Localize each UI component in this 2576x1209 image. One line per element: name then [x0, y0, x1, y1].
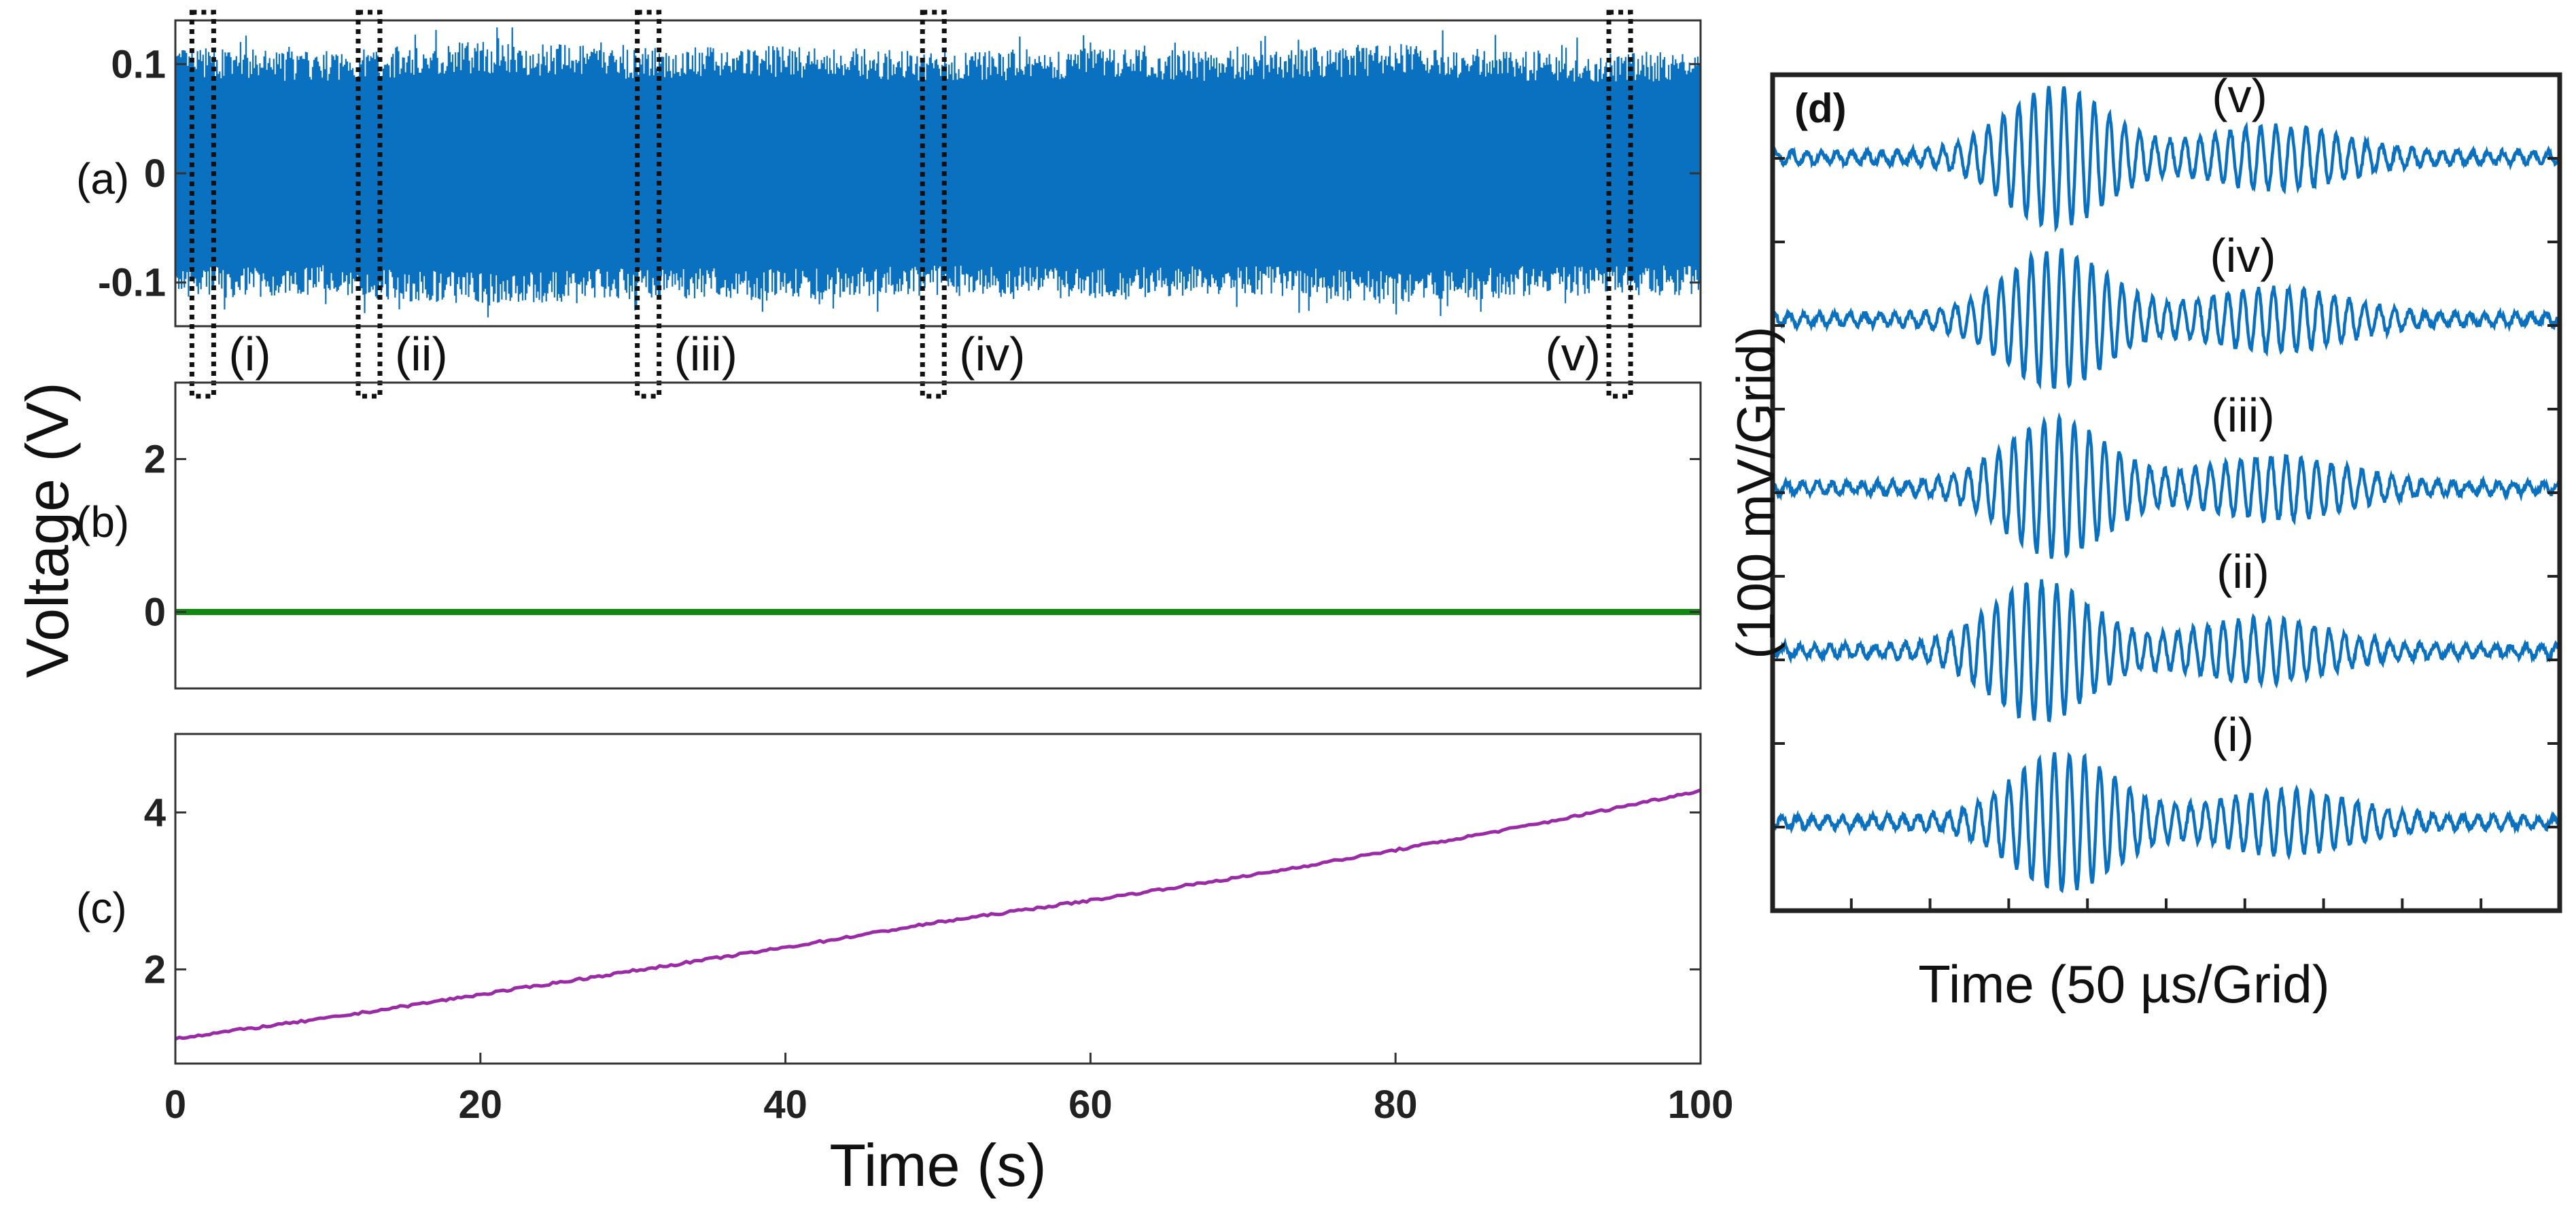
panel-a-yticks: 0.1 0 -0.1	[98, 42, 1701, 305]
panel-d-trace	[1771, 752, 2562, 894]
panel-d-trace	[1771, 579, 2562, 722]
panel-c-xticks: 0 20 40 60 80 100	[164, 1053, 1734, 1127]
panel-d-trace	[1771, 412, 2562, 559]
panel-d-trace-label: (i)	[2212, 708, 2254, 761]
ytick-label: 4	[144, 790, 166, 835]
panel-d-trace-label: (ii)	[2216, 545, 2269, 598]
panel-d-xlabel: Time (50 µs/Grid)	[1918, 954, 2329, 1014]
xtick-label: 60	[1068, 1083, 1113, 1127]
selection-window	[355, 10, 383, 399]
xtick-label: 20	[459, 1083, 503, 1127]
selection-window-label: (iv)	[959, 328, 1025, 381]
ytick-label: 2	[144, 438, 166, 482]
selection-window	[920, 10, 947, 399]
panel-d-ylabel: (100 mV/Grid)	[1726, 326, 1786, 659]
panel-d-grid-ticks	[1773, 157, 2560, 911]
selection-window	[1606, 10, 1633, 399]
ytick-label: 2	[144, 947, 166, 992]
panel-d-trace-label: (v)	[2212, 69, 2267, 122]
ytick-label: -0.1	[98, 261, 166, 305]
panel-d: (v) (iv) (iii) (ii) (i) (d) Time (50 µs/Grid…	[1726, 69, 2562, 1014]
selection-window	[189, 10, 216, 399]
ytick-label: 0.1	[111, 42, 166, 86]
panel-b: 20 (b)	[76, 381, 1702, 690]
xtick-label: 40	[763, 1083, 807, 1127]
selection-window-label: (i)	[228, 328, 271, 381]
panel-c-signal	[175, 788, 1701, 1041]
panel-a-series-line	[174, 27, 1702, 317]
xtick-label: 100	[1668, 1083, 1734, 1127]
panel-b-frame	[174, 381, 1702, 690]
panel-b-label: (b)	[76, 497, 129, 546]
panel-b-yticks: 20	[144, 438, 1701, 635]
panel-c-xlabel: Time (s)	[829, 1132, 1046, 1199]
panel-c-label: (c)	[76, 883, 127, 932]
selection-window-label: (iii)	[674, 328, 737, 381]
selection-window-label: (ii)	[395, 328, 448, 381]
xtick-label: 80	[1374, 1083, 1418, 1127]
panel-c-series-line	[175, 788, 1701, 1041]
selection-window-label: (v)	[1545, 328, 1601, 381]
panel-d-trace	[1771, 86, 2562, 233]
ytick-label: 0	[144, 591, 166, 635]
selection-windows: (i) (ii) (iii) (iv) (v)	[189, 10, 1633, 399]
panel-a: 0.1 0 -0.1 (a)	[76, 19, 1702, 328]
panel-d-label: (d)	[1794, 86, 1847, 131]
panel-c-frame	[174, 733, 1702, 1065]
panel-c-yticks: 42	[144, 790, 1701, 992]
xtick-label: 0	[164, 1083, 186, 1127]
panel-d-trace-label: (iii)	[2211, 389, 2274, 442]
panel-d-trace-label: (iv)	[2210, 229, 2276, 282]
panel-d-trace	[1771, 248, 2562, 390]
shared-ylabel: Voltage (V)	[14, 382, 81, 678]
panel-a-signal	[174, 27, 1702, 317]
ytick-label: 0	[144, 152, 166, 196]
panel-d-traces: (v) (iv) (iii) (ii) (i)	[1771, 69, 2562, 894]
panel-a-label: (a)	[76, 154, 129, 203]
panel-c: 42 0 20 40 60 80 100 (c) Time (s)	[76, 733, 1734, 1199]
selection-window	[635, 10, 662, 399]
